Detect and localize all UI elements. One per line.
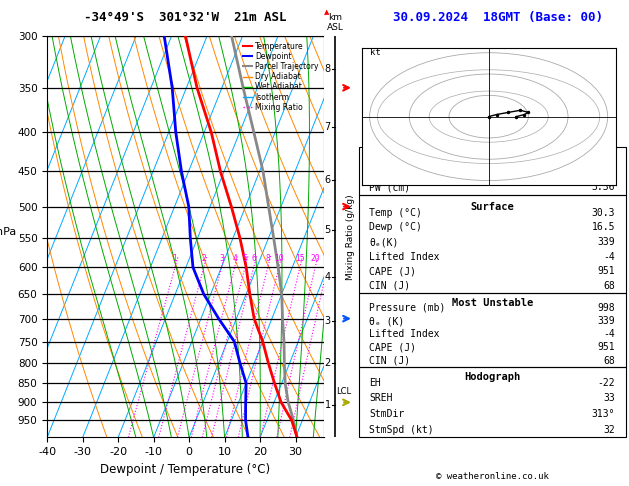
Bar xyxy=(359,147,626,195)
Text: θₑ (K): θₑ (K) xyxy=(369,316,404,326)
Text: 2: 2 xyxy=(201,254,206,263)
Text: 313°: 313° xyxy=(592,409,615,419)
Text: Lifted Index: Lifted Index xyxy=(369,252,440,261)
Text: 998: 998 xyxy=(598,303,615,313)
Text: 951: 951 xyxy=(598,266,615,276)
X-axis label: Dewpoint / Temperature (°C): Dewpoint / Temperature (°C) xyxy=(101,463,270,476)
Text: 8: 8 xyxy=(265,254,270,263)
Text: LCL: LCL xyxy=(336,386,351,396)
Text: 6: 6 xyxy=(325,175,331,185)
Text: ▲: ▲ xyxy=(325,9,330,15)
Text: StmDir: StmDir xyxy=(369,409,404,419)
Text: StmSpd (kt): StmSpd (kt) xyxy=(369,425,434,434)
Text: 7: 7 xyxy=(325,122,331,132)
Text: CAPE (J): CAPE (J) xyxy=(369,266,416,276)
Text: 68: 68 xyxy=(603,281,615,291)
Text: Mixing Ratio (g/kg): Mixing Ratio (g/kg) xyxy=(346,194,355,280)
Text: 3: 3 xyxy=(219,254,224,263)
Text: 5: 5 xyxy=(243,254,247,263)
Text: CAPE (J): CAPE (J) xyxy=(369,343,416,352)
Text: Pressure (mb): Pressure (mb) xyxy=(369,303,445,313)
Legend: Temperature, Dewpoint, Parcel Trajectory, Dry Adiabat, Wet Adiabat, Isotherm, Mi: Temperature, Dewpoint, Parcel Trajectory… xyxy=(242,40,320,113)
Bar xyxy=(359,293,626,367)
Text: kt: kt xyxy=(370,48,381,57)
Text: Dewp (°C): Dewp (°C) xyxy=(369,223,422,232)
Text: -22: -22 xyxy=(598,378,615,388)
Text: Temp (°C): Temp (°C) xyxy=(369,208,422,218)
Text: 32: 32 xyxy=(603,425,615,434)
Text: PW (cm): PW (cm) xyxy=(369,182,410,192)
Text: 20: 20 xyxy=(310,254,320,263)
Text: 10: 10 xyxy=(274,254,284,263)
Y-axis label: hPa: hPa xyxy=(0,227,17,237)
Text: 30.09.2024  18GMT (Base: 00): 30.09.2024 18GMT (Base: 00) xyxy=(394,11,603,23)
Text: CIN (J): CIN (J) xyxy=(369,281,410,291)
Text: -34°49'S  301°32'W  21m ASL: -34°49'S 301°32'W 21m ASL xyxy=(84,11,287,23)
Text: Most Unstable: Most Unstable xyxy=(452,298,533,308)
Text: 2: 2 xyxy=(325,358,331,368)
Text: 6: 6 xyxy=(252,254,256,263)
Text: 1: 1 xyxy=(173,254,177,263)
Text: θₑ(K): θₑ(K) xyxy=(369,237,399,247)
Bar xyxy=(359,195,626,293)
Text: 37: 37 xyxy=(603,151,615,161)
Text: Totals Totals: Totals Totals xyxy=(369,167,445,177)
Text: 1: 1 xyxy=(325,400,331,410)
Text: 339: 339 xyxy=(598,316,615,326)
Text: -4: -4 xyxy=(603,252,615,261)
Text: 339: 339 xyxy=(598,237,615,247)
Text: 30.3: 30.3 xyxy=(592,208,615,218)
Text: 8: 8 xyxy=(325,64,331,74)
Text: 4: 4 xyxy=(325,272,331,281)
Text: © weatheronline.co.uk: © weatheronline.co.uk xyxy=(436,472,548,481)
Text: K: K xyxy=(369,151,375,161)
Text: 15: 15 xyxy=(295,254,304,263)
Text: 4: 4 xyxy=(232,254,237,263)
Text: 68: 68 xyxy=(603,356,615,365)
Text: Lifted Index: Lifted Index xyxy=(369,329,440,339)
Text: SREH: SREH xyxy=(369,393,392,403)
Text: 16.5: 16.5 xyxy=(592,223,615,232)
Text: 51: 51 xyxy=(603,167,615,177)
Bar xyxy=(359,367,626,437)
Text: CIN (J): CIN (J) xyxy=(369,356,410,365)
Text: Surface: Surface xyxy=(470,202,514,212)
Text: 3.36: 3.36 xyxy=(592,182,615,192)
Text: 951: 951 xyxy=(598,343,615,352)
Text: -4: -4 xyxy=(603,329,615,339)
Text: Hodograph: Hodograph xyxy=(464,372,520,382)
Text: 5: 5 xyxy=(325,225,331,235)
Text: km
ASL: km ASL xyxy=(326,13,343,33)
Text: 33: 33 xyxy=(603,393,615,403)
Text: 3: 3 xyxy=(325,316,331,326)
Text: EH: EH xyxy=(369,378,381,388)
